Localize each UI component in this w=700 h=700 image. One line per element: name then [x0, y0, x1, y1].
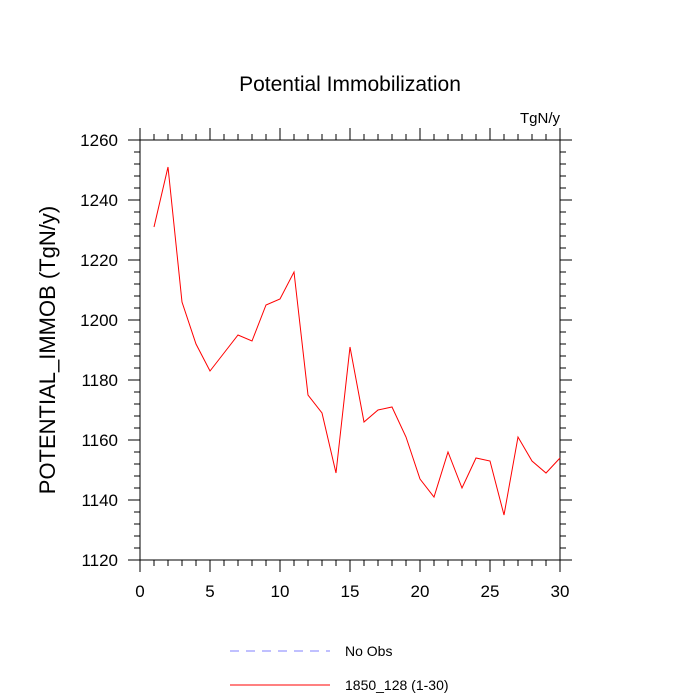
- x-tick-label: 30: [551, 582, 570, 601]
- x-tick-label: 25: [481, 582, 500, 601]
- y-tick-labels: 1120 1140 1160 1180 1200 1220 1240 1260: [80, 131, 118, 570]
- x-tick-label: 0: [135, 582, 144, 601]
- units-label: TgN/y: [520, 110, 561, 127]
- x-tick-label: 5: [205, 582, 214, 601]
- axis-ticks: [128, 128, 572, 572]
- y-tick-label: 1180: [81, 371, 118, 390]
- y-tick-label: 1240: [80, 191, 118, 210]
- y-tick-label: 1120: [81, 551, 118, 570]
- y-axis-label: POTENTIAL_IMMOB (TgN/y): [35, 206, 60, 494]
- series-line: [153, 166, 561, 516]
- legend: No Obs 1850_128 (1-30): [230, 643, 449, 693]
- y-tick-label: 1160: [81, 431, 118, 450]
- x-tick-label: 20: [411, 582, 430, 601]
- x-tick-label: 15: [341, 582, 360, 601]
- x-tick-labels: 0 5 10 15 20 25 30: [135, 582, 569, 601]
- legend-label: 1850_128 (1-30): [345, 677, 449, 693]
- series-lines: [153, 166, 561, 516]
- y-tick-label: 1140: [81, 491, 118, 510]
- chart-title: Potential Immobilization: [239, 73, 461, 96]
- y-tick-label: 1200: [80, 311, 118, 330]
- y-tick-label: 1220: [80, 251, 118, 270]
- y-tick-label: 1260: [80, 131, 118, 150]
- x-tick-label: 10: [271, 582, 290, 601]
- legend-label: No Obs: [345, 643, 392, 659]
